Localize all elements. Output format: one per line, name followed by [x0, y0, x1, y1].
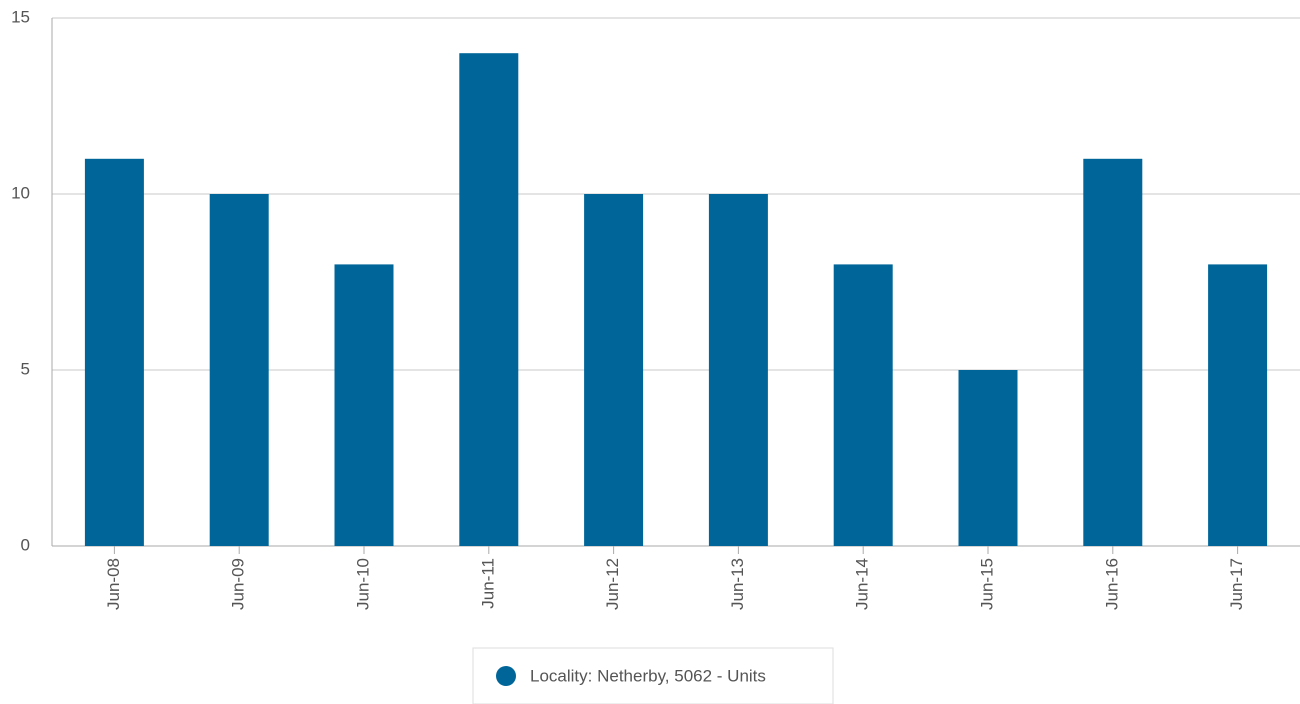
x-tick-label: Jun-16: [1102, 558, 1121, 610]
x-tick-label: Jun-09: [229, 558, 248, 610]
legend-label: Locality: Netherby, 5062 - Units: [530, 666, 766, 685]
x-tick-label: Jun-13: [728, 558, 747, 610]
x-tick-label: Jun-17: [1227, 558, 1246, 610]
x-tick-label: Jun-08: [104, 558, 123, 610]
legend-marker: [496, 666, 516, 686]
bar: [1208, 264, 1268, 546]
bar: [584, 194, 644, 546]
bar: [459, 53, 519, 546]
x-tick-label: Jun-14: [853, 558, 872, 610]
bar: [334, 264, 394, 546]
legend-box: [472, 647, 834, 704]
y-tick-label: 10: [11, 183, 30, 202]
x-tick-label: Jun-10: [353, 558, 372, 610]
x-tick-label: Jun-12: [603, 558, 622, 610]
bar: [1083, 158, 1143, 547]
x-tick-label: Jun-11: [478, 558, 497, 609]
x-tick-label: Jun-15: [977, 558, 996, 610]
y-tick-label: 15: [11, 7, 30, 26]
bar: [209, 194, 269, 546]
bar: [708, 194, 768, 546]
bar: [833, 264, 893, 546]
bar: [958, 370, 1018, 546]
y-tick-label: 5: [21, 359, 30, 378]
bar: [84, 158, 144, 547]
y-tick-label: 0: [21, 535, 30, 554]
